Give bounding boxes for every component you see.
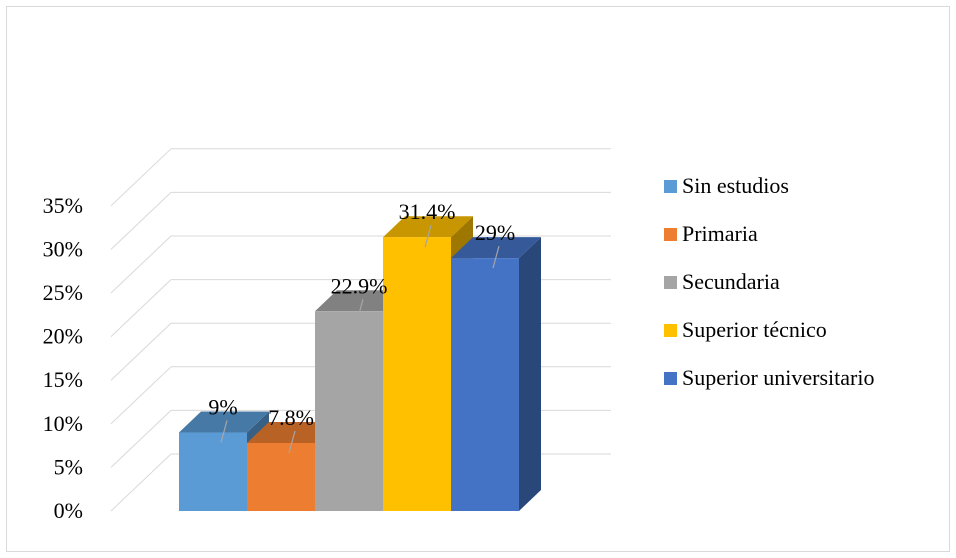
gridline-diagonal	[110, 410, 172, 468]
y-tick-label: 30%	[43, 236, 83, 261]
data-label: 29%	[475, 220, 515, 245]
gridline-diagonal	[110, 453, 172, 512]
bar-front	[247, 442, 315, 511]
legend-label: Superior universitario	[682, 365, 874, 390]
bar-5	[451, 237, 541, 511]
legend-item: Secundaria	[664, 269, 780, 294]
gridline-diagonal	[110, 322, 172, 381]
bar-side	[519, 237, 541, 511]
legend-swatch	[664, 180, 677, 193]
y-tick-label: 15%	[43, 367, 83, 392]
chart-area: 0% 5% 10% 15% 20% 25% 30% 35% 9% 7.8% 22.9% 31.4% 2…	[6, 6, 950, 552]
label-leader	[424, 225, 432, 248]
legend-item: Superior universitario	[664, 365, 874, 390]
legend-item: Sin estudios	[664, 173, 789, 198]
bar-top	[315, 290, 405, 312]
gridline-diagonal	[110, 279, 172, 337]
legend-swatch	[664, 324, 677, 337]
data-label: 22.9%	[331, 273, 388, 298]
y-tick-label: 0%	[54, 498, 83, 523]
label-leader	[492, 245, 500, 269]
gridline-diagonal	[110, 192, 172, 250]
bar-top	[179, 411, 269, 433]
legend-swatch	[664, 228, 677, 241]
legend-item: Primaria	[664, 221, 758, 246]
y-tick-label: 35%	[43, 193, 83, 218]
legend-label: Sin estudios	[682, 173, 789, 198]
bar-top	[451, 237, 541, 259]
y-tick-label: 25%	[43, 280, 83, 305]
gridline-diagonal	[110, 148, 172, 207]
legend-label: Secundaria	[682, 269, 780, 294]
legend-label: Primaria	[682, 221, 758, 246]
data-labels: 9% 7.8% 22.9% 31.4% 29%	[208, 199, 515, 454]
bar-chart: 0% 5% 10% 15% 20% 25% 30% 35% 9% 7.8% 22.9% 31.4% 2…	[43, 148, 874, 523]
legend-label: Superior técnico	[682, 317, 827, 342]
data-label: 7.8%	[268, 405, 314, 430]
bar-front	[315, 311, 383, 511]
bar-top	[383, 216, 473, 238]
legend: Sin estudios Primaria Secundaria Superior t…	[664, 173, 874, 390]
data-label: 9%	[208, 395, 237, 420]
label-leader	[220, 420, 228, 443]
bar-front	[383, 237, 451, 511]
bar-top	[247, 421, 337, 443]
bar-front	[179, 432, 247, 511]
y-axis-tick-labels: 0% 5% 10% 15% 20% 25% 30% 35%	[43, 193, 83, 523]
legend-swatch	[664, 372, 677, 385]
y-tick-label: 5%	[54, 454, 83, 479]
legend-item: Superior técnico	[664, 317, 827, 342]
gridline-diagonal	[110, 366, 172, 425]
data-label: 31.4%	[399, 199, 456, 224]
legend-swatch	[664, 276, 677, 289]
bars	[179, 216, 541, 511]
bar-front	[451, 258, 519, 511]
label-leader	[356, 299, 364, 322]
gridline-diagonal	[110, 235, 172, 294]
y-tick-label: 10%	[43, 411, 83, 436]
label-leader	[288, 430, 296, 454]
y-tick-label: 20%	[43, 324, 83, 349]
